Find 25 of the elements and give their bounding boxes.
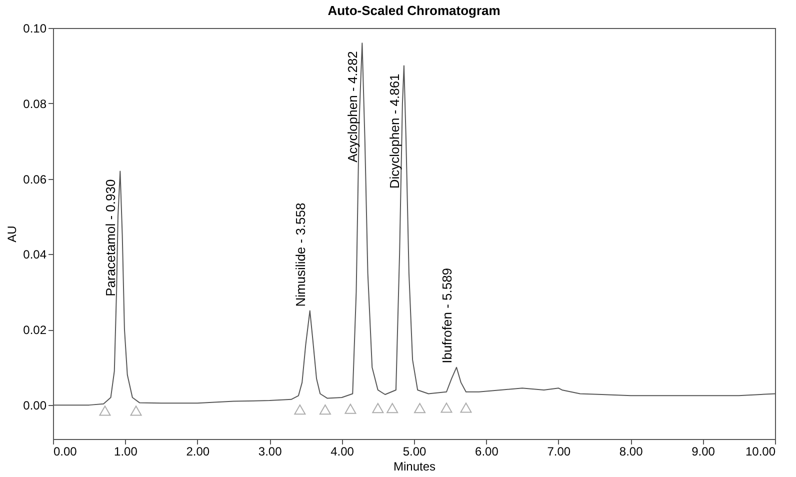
y-tick-label: 0.00 xyxy=(23,398,47,413)
x-tick-label: 0.00 xyxy=(54,444,78,458)
annotation: Nimusilide - 3.558 xyxy=(292,202,308,307)
annotation: Dicyclophen - 4.861 xyxy=(386,74,402,189)
x-tick-label: 1.00 xyxy=(114,444,138,458)
x-tick-label: 3.00 xyxy=(258,444,282,458)
x-tick-label: 4.00 xyxy=(330,444,354,458)
x-axis-title: Minutes xyxy=(393,460,436,474)
annotation: Acyclophen - 4.282 xyxy=(345,51,360,162)
x-tick-label: 5.00 xyxy=(402,444,426,458)
x-tick-label: 2.00 xyxy=(186,444,210,458)
annotation: Ibufrofen - 5.589 xyxy=(440,268,455,364)
annotation: Paracetamol - 0.930 xyxy=(103,179,118,296)
x-tick-label: 6.00 xyxy=(475,444,499,458)
y-tick-label: 0.06 xyxy=(23,172,47,186)
x-tick-label: 7.00 xyxy=(547,444,571,458)
y-tick-label: 0.10 xyxy=(23,22,47,36)
y-axis-title: AU xyxy=(5,226,20,242)
y-tick-label: 0.04 xyxy=(23,248,47,262)
y-tick-label: 0.08 xyxy=(23,96,47,111)
x-tick-label: 8.00 xyxy=(619,444,644,458)
chart-title: Auto-Scaled Chromatogram xyxy=(328,3,500,18)
y-tick-label: 0.02 xyxy=(23,323,47,338)
x-tick-label: 10.00 xyxy=(745,444,776,458)
x-tick-label: 9.00 xyxy=(692,444,716,458)
